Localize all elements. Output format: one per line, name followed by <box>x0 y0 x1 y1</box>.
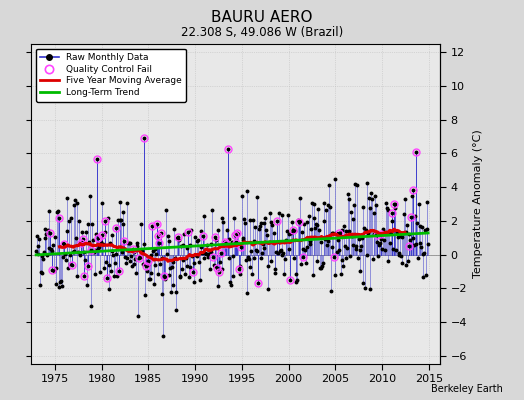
Text: 22.308 S, 49.086 W (Brazil): 22.308 S, 49.086 W (Brazil) <box>181 26 343 39</box>
Text: Berkeley Earth: Berkeley Earth <box>431 384 503 394</box>
Y-axis label: Temperature Anomaly (°C): Temperature Anomaly (°C) <box>473 130 483 278</box>
Legend: Raw Monthly Data, Quality Control Fail, Five Year Moving Average, Long-Term Tren: Raw Monthly Data, Quality Control Fail, … <box>36 48 186 102</box>
Text: BAURU AERO: BAURU AERO <box>211 10 313 25</box>
